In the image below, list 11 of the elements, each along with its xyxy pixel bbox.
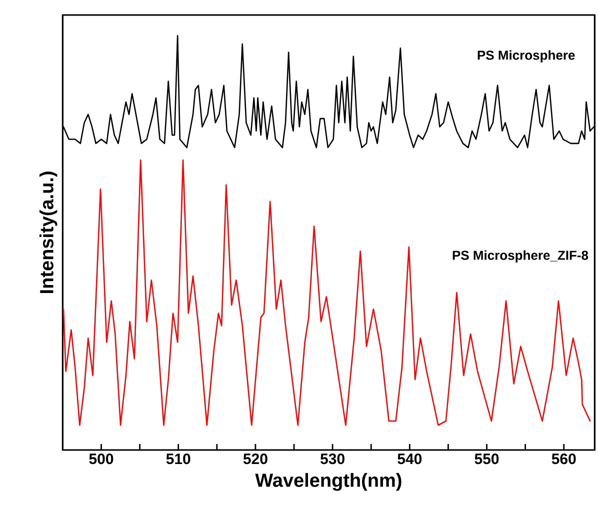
x-tick-label: 520 <box>243 454 268 464</box>
x-tick-label: 530 <box>320 454 344 464</box>
x-tick-label: 550 <box>474 454 499 464</box>
x-tick-label: 500 <box>89 454 114 464</box>
x-tick-label: 510 <box>166 454 190 464</box>
y-axis-title: Intensity(a.u.) <box>39 172 58 293</box>
x-tick-label: 540 <box>398 454 422 464</box>
x-axis-title: Wavelength(nm) <box>255 473 402 491</box>
x-tick-label: 560 <box>552 454 576 464</box>
text: PS Microsphere <box>478 50 575 62</box>
text: PS Microsphere_ZIF-8 <box>452 250 588 262</box>
